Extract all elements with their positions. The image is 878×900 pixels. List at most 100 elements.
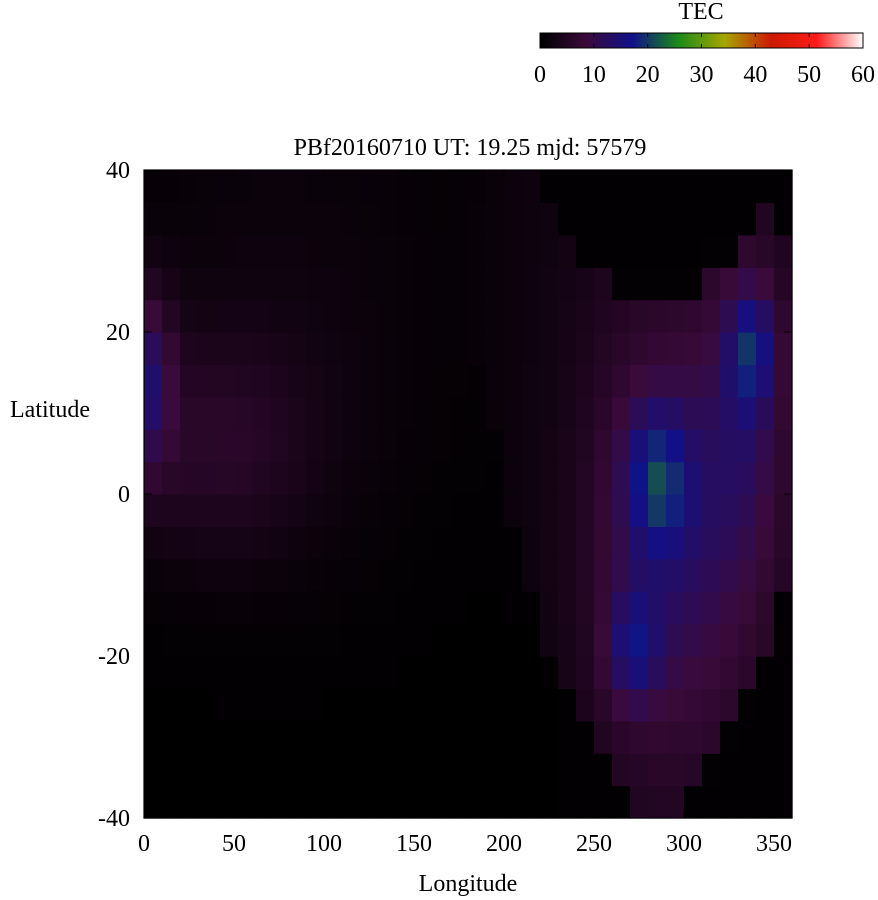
heatmap-cell — [630, 688, 649, 722]
heatmap-cell — [468, 332, 487, 365]
heatmap-cell — [774, 591, 793, 625]
heatmap-cell — [486, 234, 505, 268]
heatmap-cell — [252, 202, 271, 236]
heatmap-cell — [306, 753, 325, 787]
heatmap-cell — [198, 494, 217, 527]
heatmap-cell — [144, 429, 163, 463]
heatmap-cell — [378, 688, 397, 722]
heatmap-cell — [324, 170, 343, 203]
heatmap-cell — [702, 753, 721, 787]
heatmap-cell — [162, 623, 181, 657]
heatmap-cell — [342, 429, 361, 463]
heatmap-cell — [432, 202, 451, 236]
heatmap-cell — [198, 202, 217, 236]
heatmap-cell — [270, 688, 289, 722]
heatmap-cell — [306, 494, 325, 527]
heatmap-cell — [684, 753, 703, 787]
heatmap-cell — [432, 234, 451, 268]
heatmap-cell — [306, 785, 325, 819]
heatmap-cell — [198, 623, 217, 657]
heatmap-cell — [216, 332, 235, 365]
heatmap-cell — [594, 720, 613, 754]
heatmap-cell — [540, 494, 559, 527]
heatmap-cell — [630, 526, 649, 560]
heatmap-cell — [162, 234, 181, 268]
heatmap-cell — [666, 332, 685, 365]
heatmap-cell — [270, 396, 289, 430]
heatmap-cell — [360, 299, 379, 333]
y-tick-label: 20 — [106, 320, 130, 346]
heatmap-cell — [198, 558, 217, 592]
heatmap-cell — [486, 656, 505, 689]
heatmap-cell — [270, 234, 289, 268]
heatmap-cell — [594, 591, 613, 625]
heatmap-cell — [774, 429, 793, 463]
heatmap-cell — [432, 656, 451, 689]
heatmap-cell — [702, 720, 721, 754]
heatmap-cell — [450, 753, 469, 787]
heatmap-cell — [558, 591, 577, 625]
heatmap-cell — [342, 591, 361, 625]
heatmap-cell — [270, 526, 289, 560]
heatmap-cell — [666, 656, 685, 689]
heatmap-cell — [558, 170, 577, 203]
heatmap-cell — [738, 364, 757, 398]
heatmap-cell — [360, 688, 379, 722]
heatmap-cell — [414, 623, 433, 657]
heatmap-cell — [648, 170, 667, 203]
heatmap-cell — [198, 299, 217, 333]
heatmap-cell — [504, 202, 523, 236]
heatmap-cell — [684, 332, 703, 365]
heatmap-cell — [612, 299, 631, 333]
heatmap-cell — [252, 785, 271, 819]
heatmap-cell — [738, 688, 757, 722]
heatmap-cell — [522, 623, 541, 657]
heatmap-cell — [414, 299, 433, 333]
heatmap-cell — [162, 461, 181, 495]
heatmap-cell — [738, 234, 757, 268]
heatmap-cell — [630, 785, 649, 819]
heatmap-cell — [756, 720, 775, 754]
heatmap-cell — [468, 267, 487, 301]
heatmap-cell — [702, 688, 721, 722]
heatmap-cell — [774, 461, 793, 495]
heatmap-cell — [216, 364, 235, 398]
heatmap-cell — [378, 461, 397, 495]
heatmap-cell — [576, 688, 595, 722]
heatmap-cell — [324, 623, 343, 657]
heatmap-cell — [450, 558, 469, 592]
heatmap-cell — [342, 202, 361, 236]
heatmap-cell — [648, 332, 667, 365]
heatmap-cell — [702, 396, 721, 430]
heatmap-cell — [756, 591, 775, 625]
heatmap-cell — [198, 234, 217, 268]
heatmap-cell — [666, 234, 685, 268]
heatmap-cell — [288, 720, 307, 754]
heatmap-cell — [576, 170, 595, 203]
heatmap-cell — [324, 720, 343, 754]
heatmap-cell — [144, 267, 163, 301]
heatmap-cell — [738, 299, 757, 333]
heatmap-cell — [522, 720, 541, 754]
heatmap-cell — [612, 753, 631, 787]
heatmap-cell — [576, 526, 595, 560]
heatmap-cell — [180, 720, 199, 754]
heatmap-cell — [414, 170, 433, 203]
heatmap-cell — [252, 526, 271, 560]
heatmap-cell — [666, 170, 685, 203]
heatmap-cell — [576, 591, 595, 625]
heatmap-cell — [144, 720, 163, 754]
heatmap-cell — [720, 267, 739, 301]
heatmap-cell — [486, 623, 505, 657]
x-tick-label: 350 — [756, 831, 792, 857]
heatmap-cell — [360, 526, 379, 560]
heatmap-cell — [504, 461, 523, 495]
heatmap-cell — [738, 656, 757, 689]
heatmap-cell — [414, 234, 433, 268]
heatmap-cell — [180, 785, 199, 819]
heatmap-cell — [486, 526, 505, 560]
heatmap-cell — [540, 591, 559, 625]
heatmap-cell — [414, 396, 433, 430]
heatmap-cell — [306, 332, 325, 365]
heatmap-cell — [738, 396, 757, 430]
